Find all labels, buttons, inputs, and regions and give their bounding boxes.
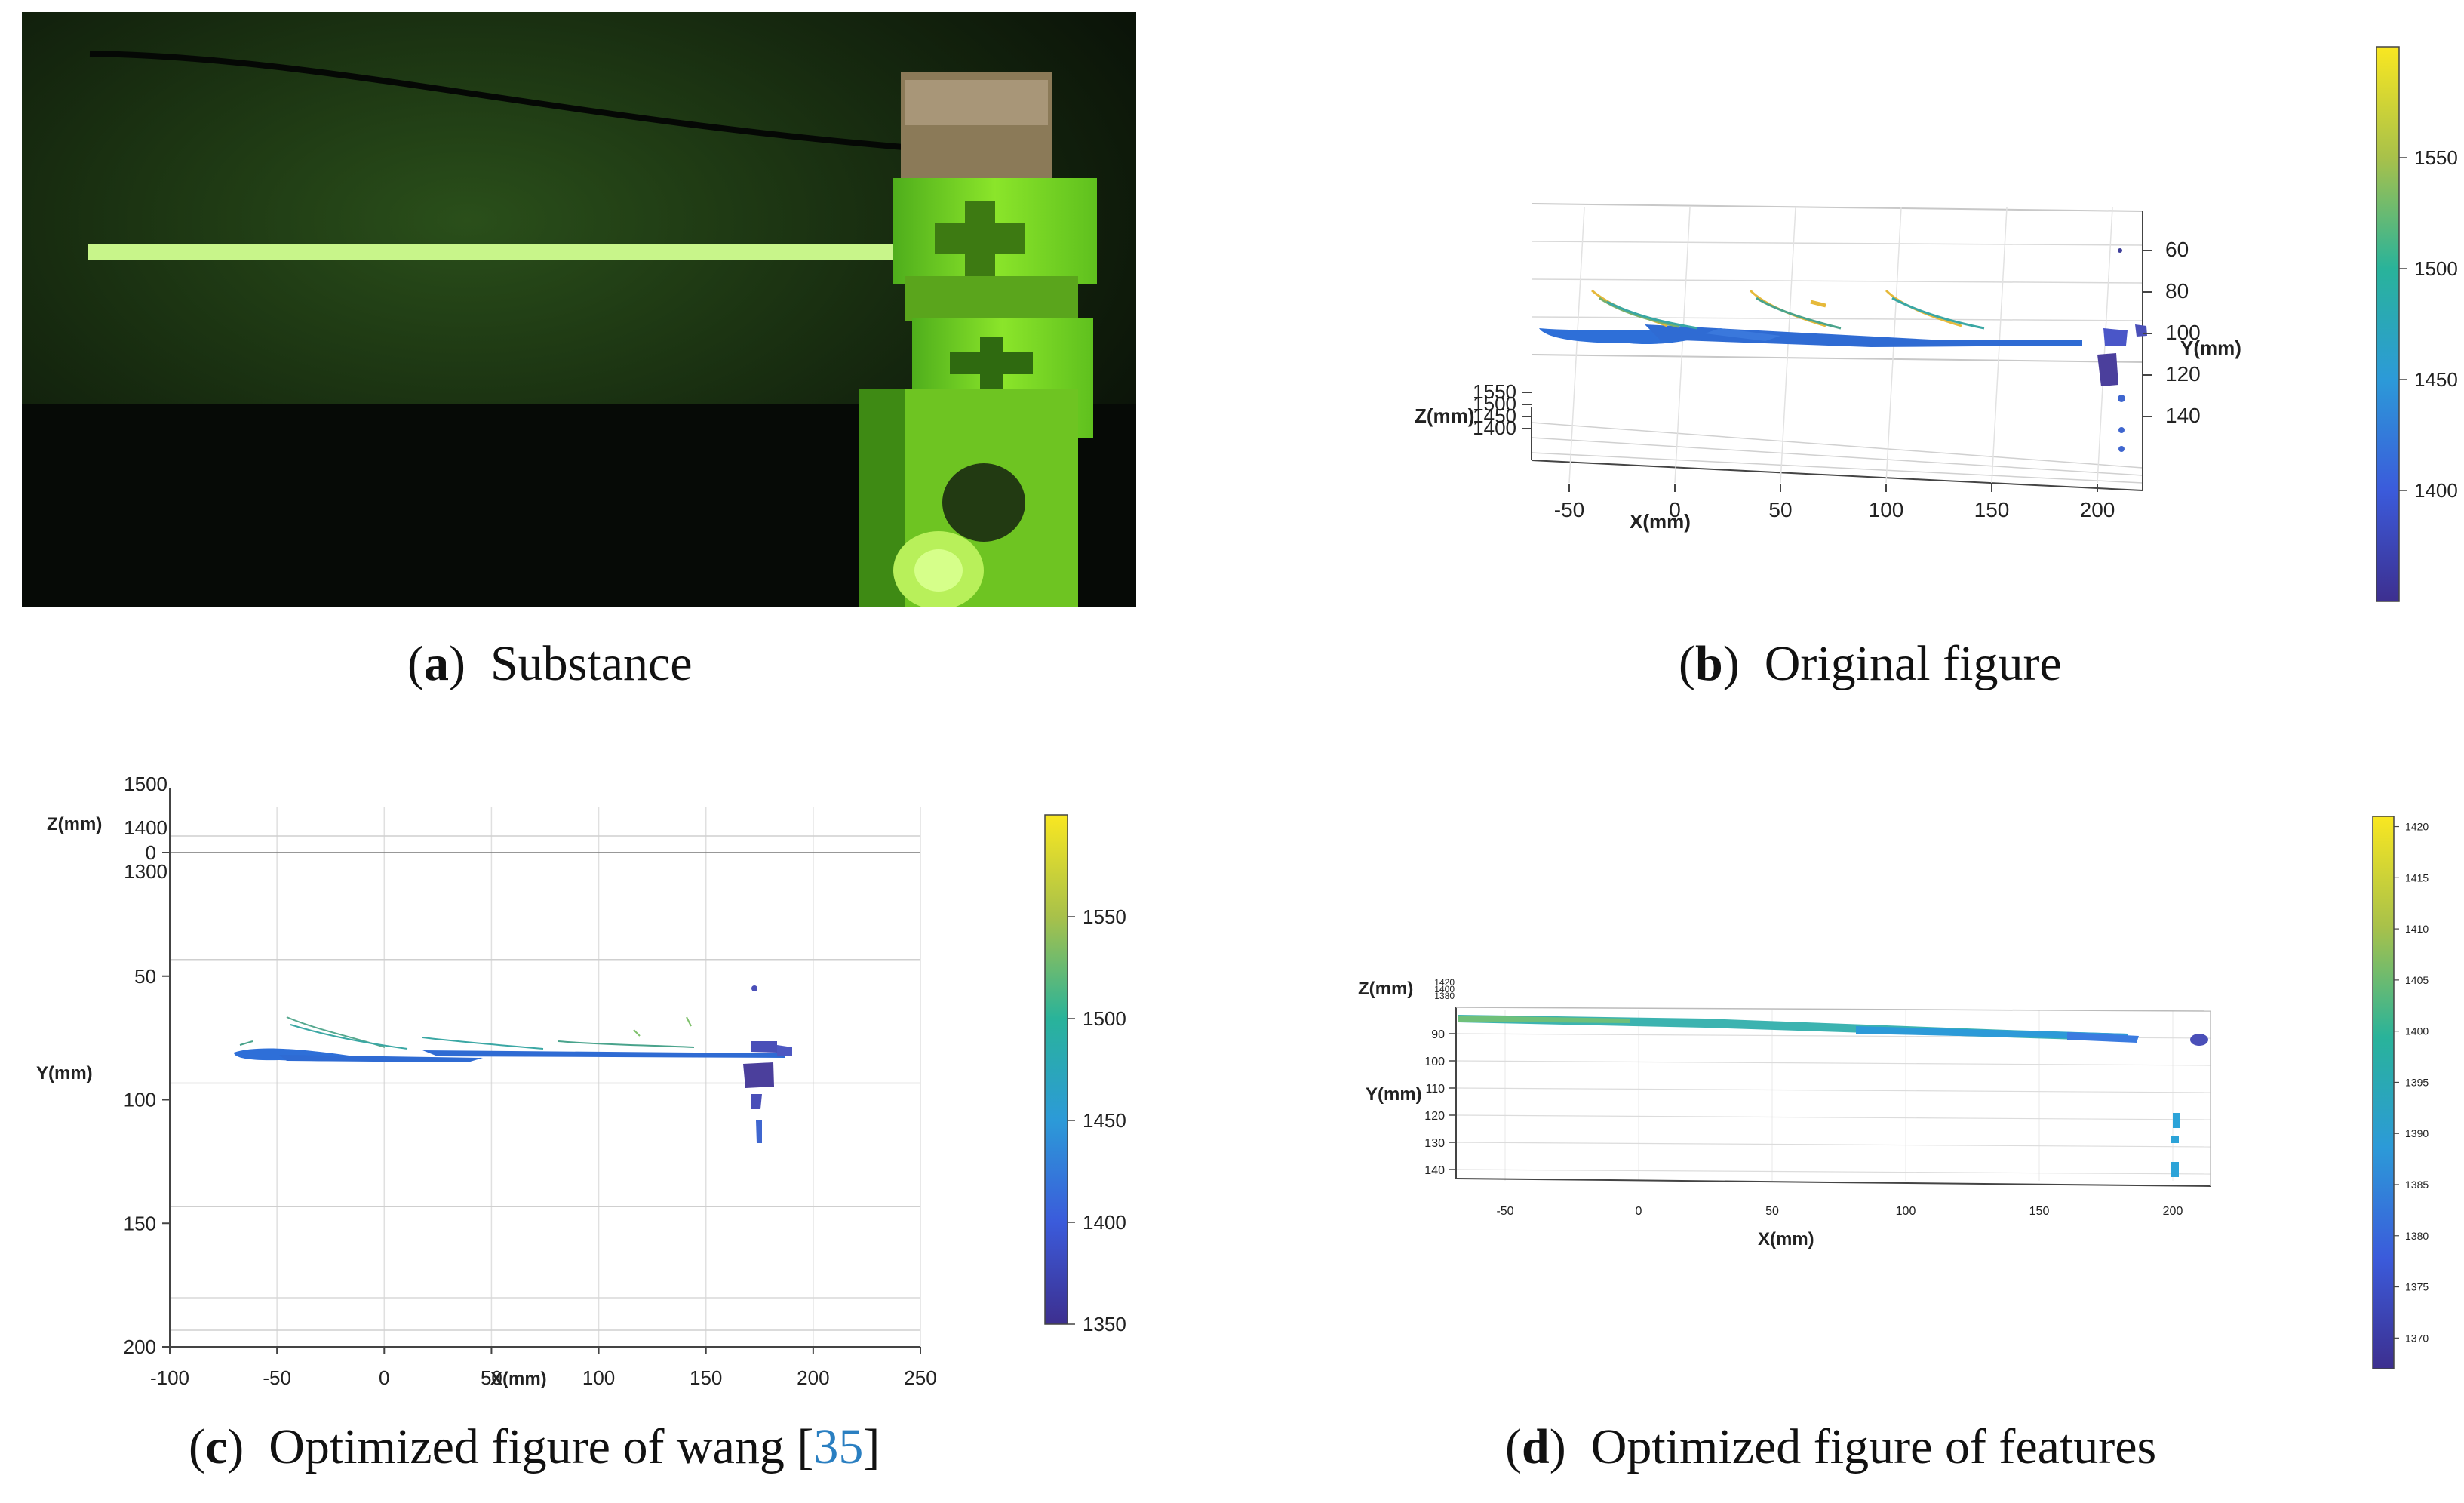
b-ztick-label: 1500 xyxy=(1473,392,1516,415)
b-ytick-label: 80 xyxy=(2165,279,2189,303)
d-xtick-label: 0 xyxy=(1636,1205,1642,1218)
chart-wang-figure: -100 -50 0 50 100 150 200 250 0 50 100 150 200 1500… xyxy=(36,777,1126,1389)
b-ztick-label: 1550 xyxy=(1473,380,1516,403)
c-ztick-label: 1300 xyxy=(124,860,167,883)
c-xtick-label: -100 xyxy=(150,1366,189,1389)
d-colorbar-label: 1375 xyxy=(2405,1281,2429,1293)
b-zlabel: Z(mm) xyxy=(1415,404,1474,427)
d-colorbar-label: 1420 xyxy=(2405,821,2429,833)
b-xtick-label: 150 xyxy=(1974,498,2010,521)
d-colorbar-label: 1390 xyxy=(2405,1127,2429,1139)
point-cloud xyxy=(1458,1015,2208,1177)
c-colorbar-label: 1450 xyxy=(1083,1109,1126,1132)
c-xtick-label: 150 xyxy=(690,1366,722,1389)
d-ylabel: Y(mm) xyxy=(1366,1084,1422,1105)
b-xtick-label: 100 xyxy=(1869,498,1904,521)
d-colorbar-label: 1410 xyxy=(2405,923,2429,935)
d-ytick-label: 140 xyxy=(1424,1164,1445,1177)
caption-c: (c) Optimized figure of wang [35] xyxy=(189,1419,880,1474)
point-cloud xyxy=(1539,248,2147,452)
c-ztick-label: 1500 xyxy=(124,777,167,795)
c-colorbar-label: 1500 xyxy=(1083,1007,1126,1030)
citation-link[interactable]: 35 xyxy=(813,1419,864,1474)
b-ztick-label: 1400 xyxy=(1473,416,1516,439)
d-colorbar-label: 1415 xyxy=(2405,871,2429,884)
b-ytick-label: 140 xyxy=(2165,404,2201,427)
c-colorbar xyxy=(1044,814,1068,1325)
c-xtick-label: 0 xyxy=(379,1366,389,1389)
b-colorbar-label: 1500 xyxy=(2414,257,2458,280)
d-ytick-label: 100 xyxy=(1424,1056,1445,1068)
c-ytick-label: 100 xyxy=(124,1089,156,1111)
caption-b: (b) Original figure xyxy=(1679,636,2062,691)
d-colorbar-label: 1405 xyxy=(2405,974,2429,986)
d-ytick-label: 120 xyxy=(1424,1110,1445,1123)
b-xtick-label: 200 xyxy=(2080,498,2115,521)
d-ztick-label: 1420 xyxy=(1434,977,1455,988)
d-xtick-label: 200 xyxy=(2163,1205,2183,1218)
b-ytick-label: 60 xyxy=(2165,238,2189,261)
substance-photo xyxy=(22,12,1136,607)
caption-d: (d) Optimized figure of features xyxy=(1505,1419,2157,1474)
b-ytick-label: 120 xyxy=(2165,362,2201,386)
b-colorbar xyxy=(2376,46,2400,602)
c-xtick-label: -50 xyxy=(263,1366,291,1389)
d-xtick-label: -50 xyxy=(1496,1205,1513,1218)
d-colorbar-label: 1380 xyxy=(2405,1230,2429,1242)
d-xtick-label: 100 xyxy=(1896,1205,1916,1218)
c-ytick-label: 0 xyxy=(146,841,156,864)
d-ytick-label: 90 xyxy=(1431,1028,1445,1041)
d-ztick-label: 1380 xyxy=(1434,991,1455,1001)
caption-a: (a) Substance xyxy=(407,636,693,691)
c-xlabel: X(mm) xyxy=(490,1369,547,1389)
c-xtick-label: 250 xyxy=(904,1366,936,1389)
c-ytick-label: 150 xyxy=(124,1212,156,1234)
d-xtick-label: 150 xyxy=(2029,1205,2050,1218)
c-xtick-label: 200 xyxy=(797,1366,829,1389)
d-ztick-label: 1400 xyxy=(1434,984,1455,994)
b-colorbar-label: 1450 xyxy=(2414,368,2458,391)
b-xtick-label: -50 xyxy=(1554,498,1584,521)
c-colorbar-label: 1400 xyxy=(1083,1211,1126,1234)
d-colorbar-label: 1395 xyxy=(2405,1076,2429,1088)
c-xtick-label: 100 xyxy=(582,1366,615,1389)
d-ytick-label: 110 xyxy=(1425,1083,1445,1096)
d-zlabel: Z(mm) xyxy=(1358,979,1413,999)
d-xtick-label: 50 xyxy=(1765,1205,1779,1218)
b-colorbar-label: 1550 xyxy=(2414,146,2458,169)
b-xtick-label: 50 xyxy=(1768,498,1792,521)
point-cloud xyxy=(234,985,792,1143)
c-ytick-label: 50 xyxy=(134,965,156,988)
c-zlabel: Z(mm) xyxy=(47,814,102,834)
b-colorbar-label: 1400 xyxy=(2414,479,2458,502)
c-colorbar-label: 1550 xyxy=(1083,905,1126,928)
b-ytick-label: 100 xyxy=(2165,321,2201,344)
c-ytick-label: 200 xyxy=(124,1335,156,1358)
d-xlabel: X(mm) xyxy=(1758,1229,1814,1249)
c-xtick-label: 50 xyxy=(481,1366,502,1389)
c-colorbar-label: 1350 xyxy=(1083,1313,1126,1335)
d-ytick-label: 130 xyxy=(1424,1137,1445,1150)
d-colorbar xyxy=(2372,816,2395,1369)
c-ztick-label: 1400 xyxy=(124,816,167,839)
d-colorbar-label: 1400 xyxy=(2405,1025,2429,1037)
b-ylabel: Y(mm) xyxy=(2180,337,2241,359)
b-xlabel: X(mm) xyxy=(1630,510,1691,533)
b-ztick-label: 1450 xyxy=(1473,404,1516,427)
c-ylabel: Y(mm) xyxy=(36,1063,93,1083)
b-xtick-label: 0 xyxy=(1669,498,1681,521)
d-colorbar-label: 1370 xyxy=(2405,1332,2429,1344)
d-colorbar-label: 1385 xyxy=(2405,1179,2429,1191)
